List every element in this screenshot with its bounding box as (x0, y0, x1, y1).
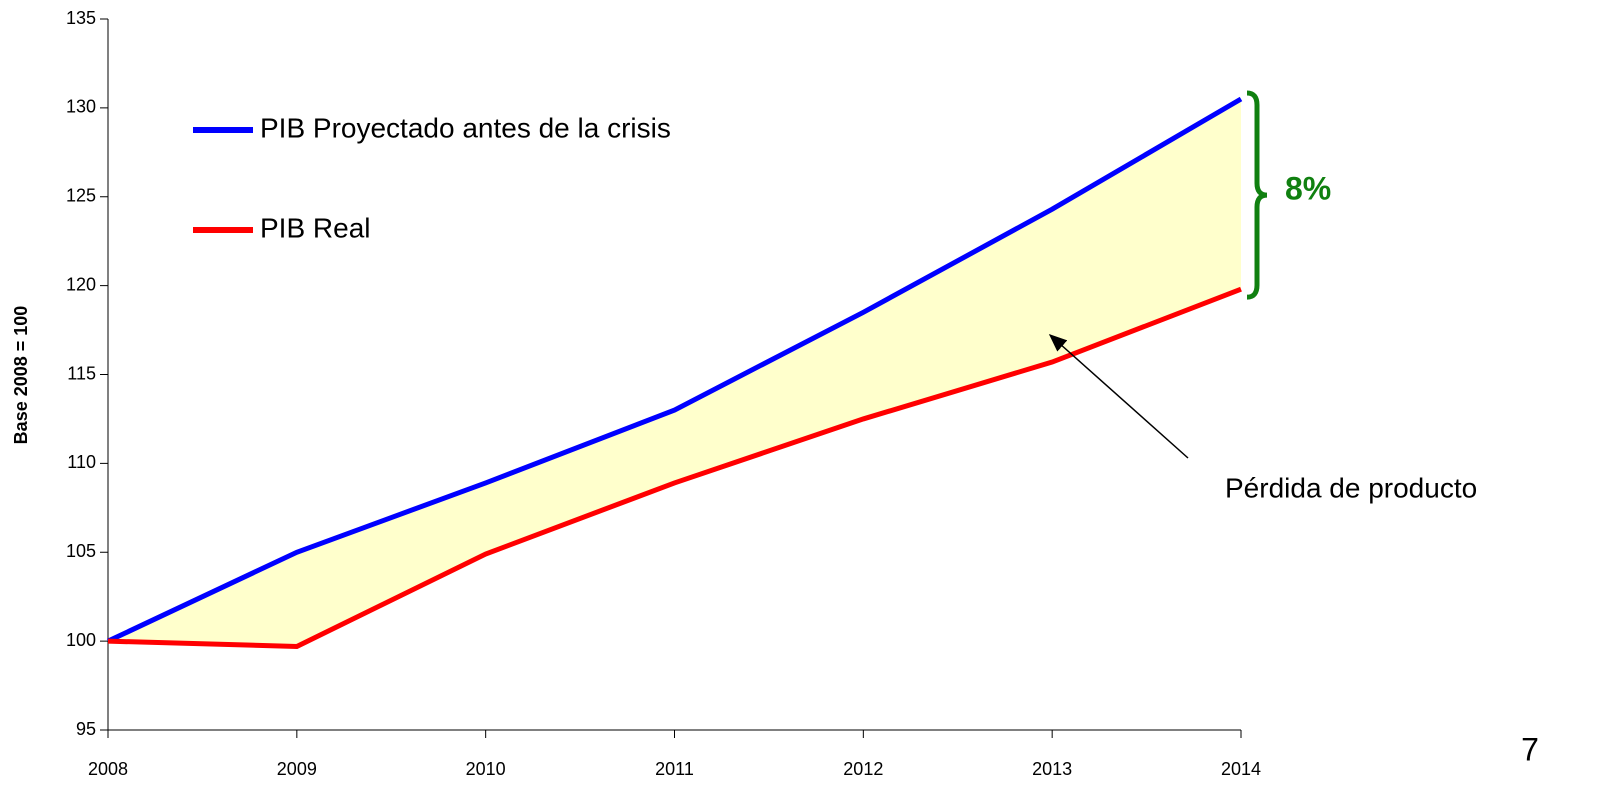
annotation-text: Pérdida de producto (1225, 472, 1477, 503)
legend-label: PIB Real (260, 212, 371, 243)
y-tick-label: 95 (76, 719, 96, 739)
y-tick-label: 100 (66, 630, 96, 650)
x-tick-label: 2014 (1221, 759, 1261, 779)
x-tick-label: 2009 (277, 759, 317, 779)
annotation-arrow (1048, 334, 1189, 459)
legend-label: PIB Proyectado antes de la crisis (260, 112, 671, 143)
x-tick-label: 2013 (1032, 759, 1072, 779)
series-line (106, 96, 1243, 644)
x-tick-label: 2010 (466, 759, 506, 779)
y-tick-label: 120 (66, 274, 96, 294)
y-axis-label: Base 2008 = 100 (11, 306, 31, 445)
annotation-percent: 8% (1285, 171, 1331, 207)
y-tick-label: 135 (66, 8, 96, 28)
y-tick-label: 115 (67, 363, 96, 383)
y-tick-label: 110 (67, 452, 96, 472)
gap-area (108, 98, 1241, 647)
x-tick-label: 2011 (655, 759, 694, 779)
y-tick-label: 130 (66, 97, 96, 117)
page-number: 7 (1521, 731, 1539, 767)
series-line (107, 286, 1242, 649)
brace (1246, 90, 1268, 300)
y-tick-label: 125 (66, 186, 96, 206)
x-tick-label: 2012 (843, 759, 883, 779)
y-tick-label: 105 (66, 541, 96, 561)
x-tick-label: 2008 (88, 759, 128, 779)
